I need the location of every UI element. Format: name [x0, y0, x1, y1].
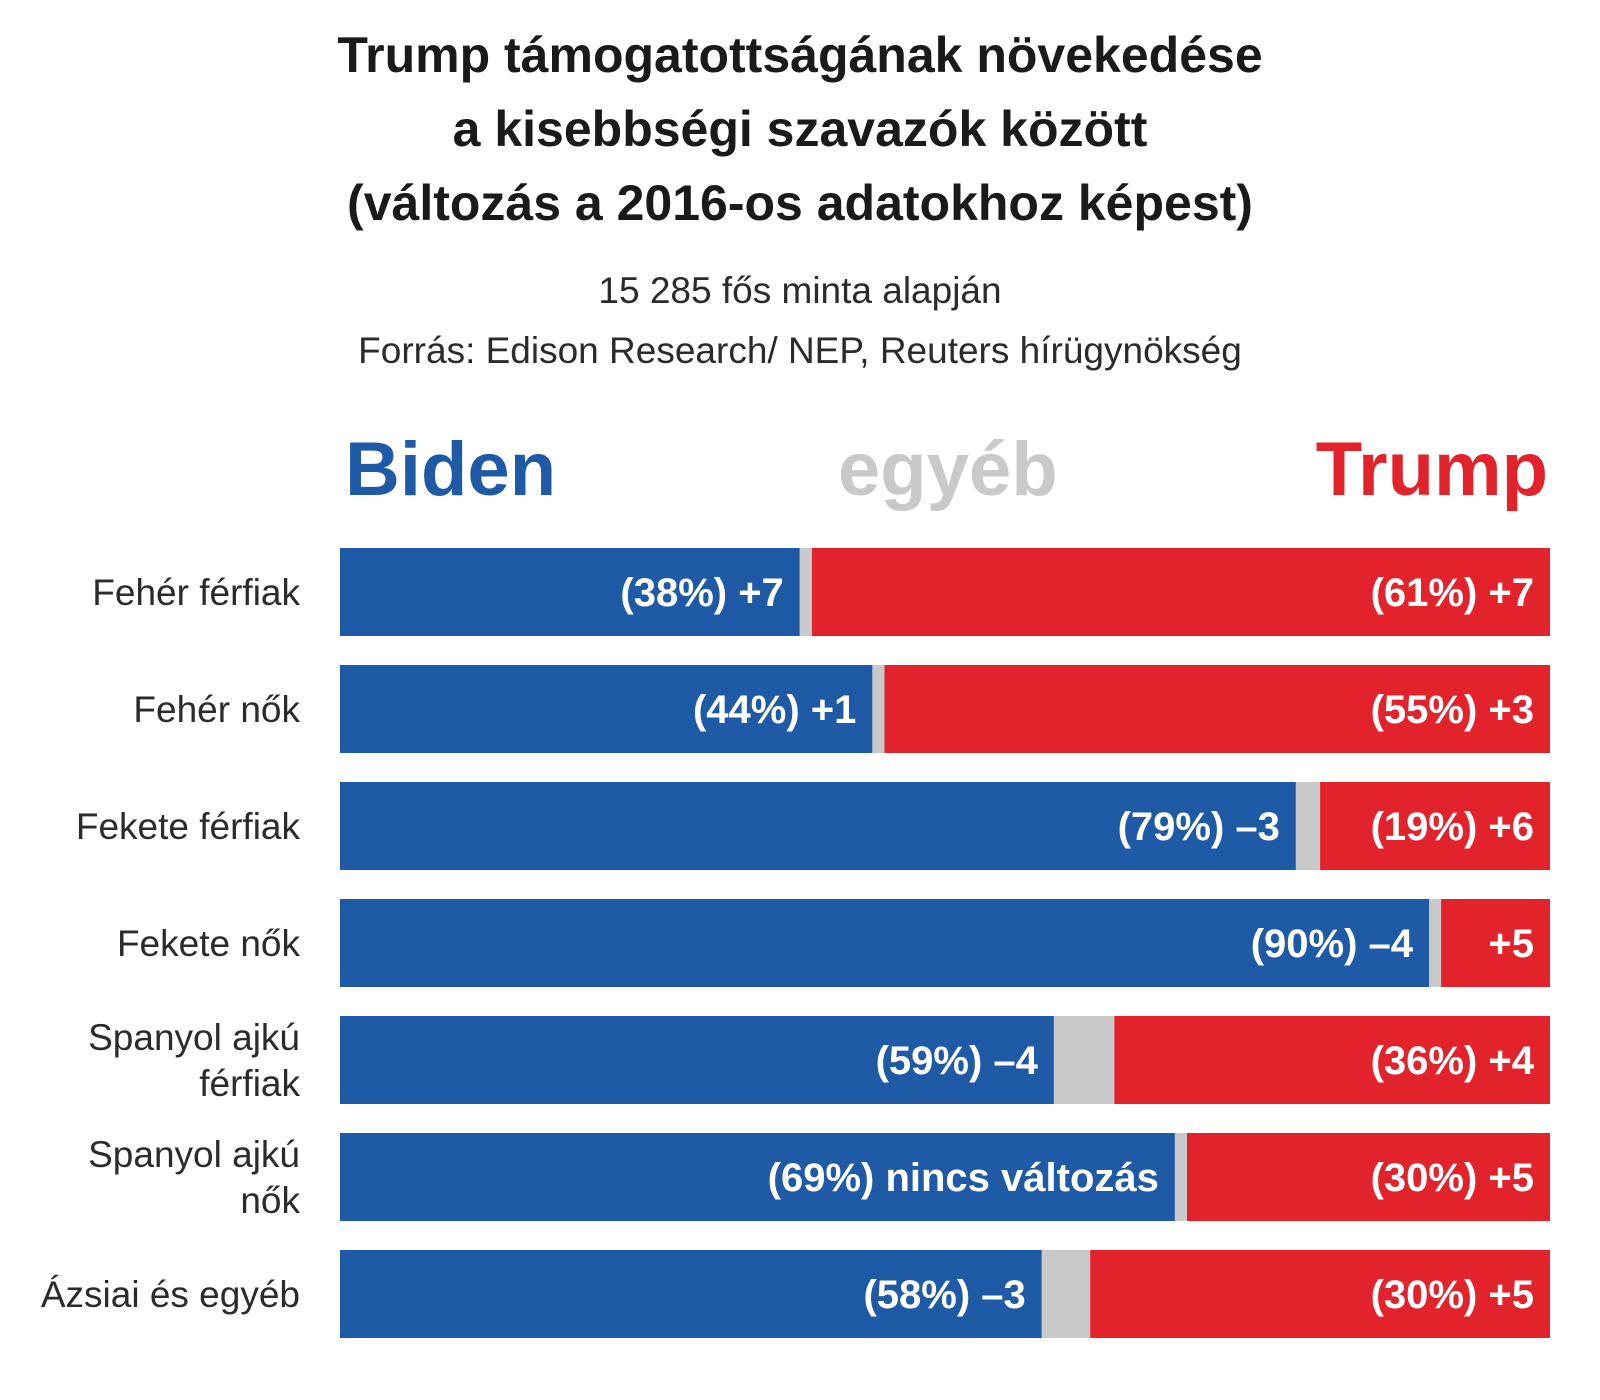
chart-title: Trump támogatottságának növekedése a kis… — [0, 18, 1600, 240]
data-label-biden: (38%) +7 — [620, 571, 783, 615]
data-label-trump: (30%) +5 — [1371, 1156, 1534, 1200]
category-label: Spanyol ajkú — [88, 1134, 300, 1175]
bar-other — [799, 548, 812, 636]
bar-other — [872, 665, 885, 753]
data-label-trump: (36%) +4 — [1371, 1039, 1535, 1083]
title-line-1: Trump támogatottságának növekedése — [337, 27, 1263, 83]
data-label-trump: +5 — [1488, 922, 1534, 966]
data-label-biden: (69%) nincs változás — [768, 1156, 1159, 1200]
bar-trump — [884, 665, 1550, 753]
bar-trump — [1441, 899, 1550, 987]
data-label-biden: (90%) –4 — [1251, 922, 1414, 966]
bar-trump — [811, 548, 1550, 636]
data-label-trump: (55%) +3 — [1371, 688, 1534, 732]
category-label: Fekete férfiak — [76, 806, 301, 847]
category-label: Fehér férfiak — [92, 572, 300, 613]
category-label: Fehér nők — [133, 689, 300, 730]
bar-trump — [1114, 1016, 1550, 1104]
bar-biden — [340, 1133, 1175, 1221]
bar-other — [1295, 782, 1321, 870]
legend-other: egyéb — [838, 427, 1058, 512]
bar-biden — [340, 665, 873, 753]
bar-trump — [1187, 1133, 1550, 1221]
bar-other — [1174, 1133, 1187, 1221]
bar-biden — [340, 1250, 1042, 1338]
title-line-2: a kisebbségi szavazók között — [452, 101, 1148, 157]
bar-biden — [340, 782, 1296, 870]
source-note: Forrás: Edison Research/ NEP, Reuters hí… — [358, 330, 1242, 371]
bar-other — [1053, 1016, 1115, 1104]
bar-other — [1429, 899, 1442, 987]
data-label-trump: (19%) +6 — [1371, 805, 1534, 849]
data-label-biden: (79%) –3 — [1118, 805, 1280, 849]
category-label: nők — [240, 1180, 300, 1221]
legend-biden: Biden — [345, 427, 557, 512]
data-label-biden: (58%) –3 — [863, 1273, 1025, 1317]
category-label: Ázsiai és egyéb — [41, 1274, 300, 1315]
data-label-trump: (61%) +7 — [1371, 571, 1534, 615]
category-label: Spanyol ajkú — [88, 1017, 300, 1058]
data-label-biden: (59%) –4 — [876, 1039, 1039, 1083]
title-line-3: (változás a 2016-os adatokhoz képest) — [347, 175, 1253, 231]
sample-note: 15 285 fős minta alapján — [598, 270, 1002, 311]
bar-biden — [340, 899, 1429, 987]
legend-trump: Trump — [1315, 427, 1548, 512]
bar-biden — [340, 548, 800, 636]
category-label: férfiak — [199, 1063, 300, 1104]
bar-trump — [1090, 1250, 1550, 1338]
data-label-biden: (44%) +1 — [693, 688, 856, 732]
bar-biden — [340, 1016, 1054, 1104]
bar-other — [1041, 1250, 1091, 1338]
bar-trump — [1320, 782, 1550, 870]
data-label-trump: (30%) +5 — [1371, 1273, 1534, 1317]
category-label: Fekete nők — [117, 923, 301, 964]
